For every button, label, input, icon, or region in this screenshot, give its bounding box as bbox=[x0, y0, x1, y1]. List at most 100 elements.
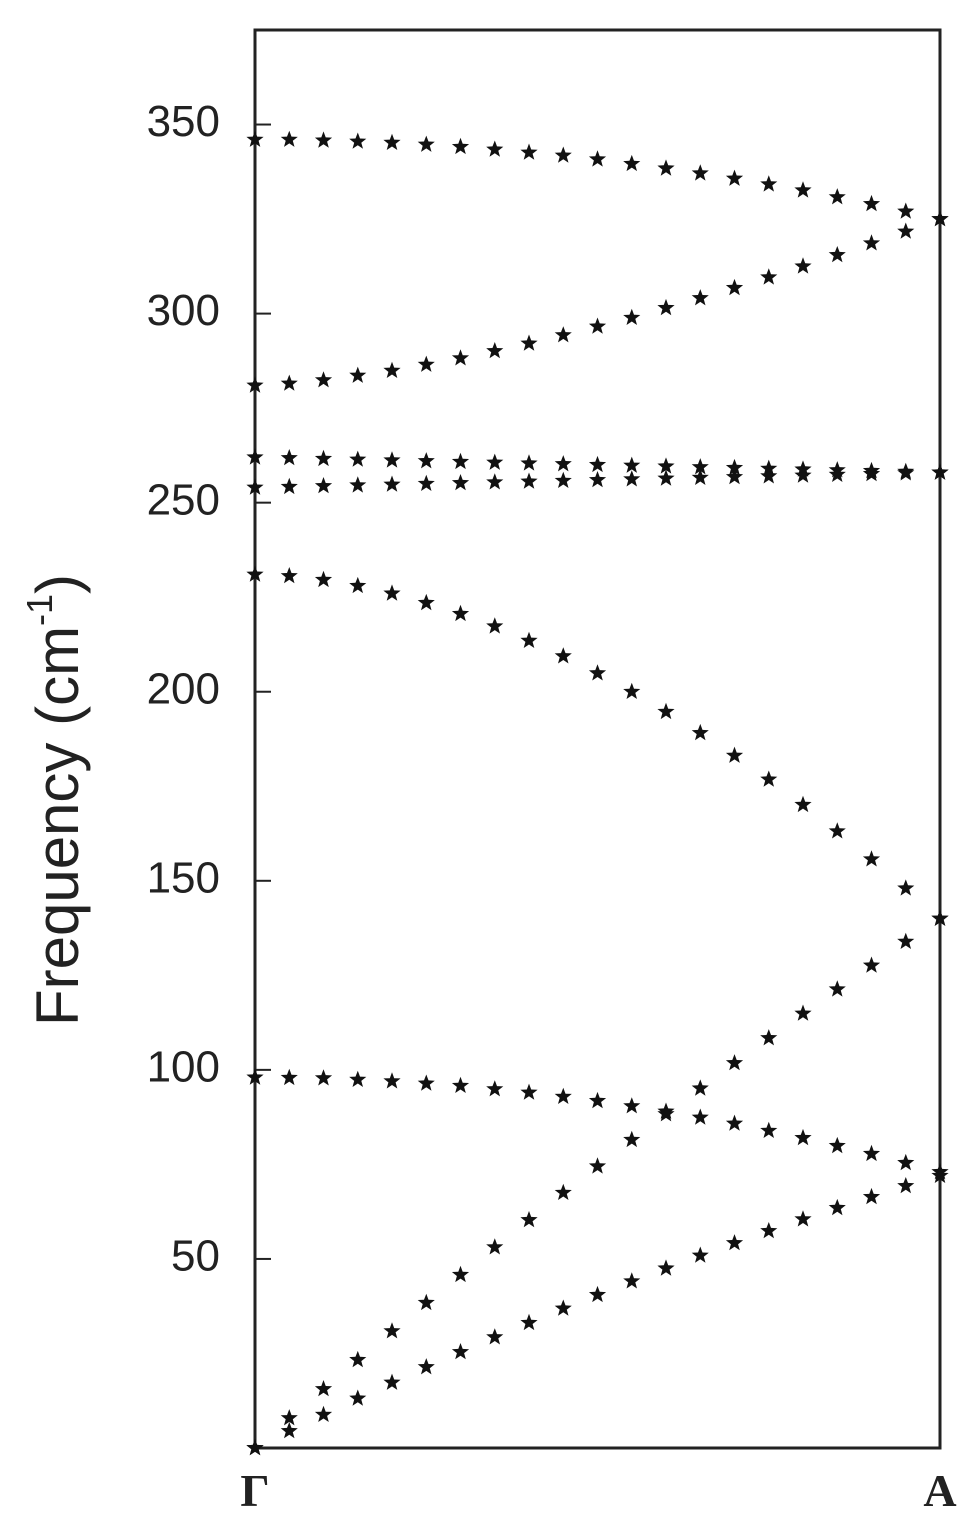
star-point bbox=[554, 647, 572, 664]
star-point bbox=[417, 1074, 435, 1091]
star-point bbox=[657, 1259, 675, 1276]
star-point bbox=[417, 452, 435, 469]
star-point bbox=[486, 1080, 504, 1097]
star-point bbox=[520, 454, 538, 471]
star-point bbox=[794, 795, 812, 813]
star-point bbox=[588, 1285, 607, 1303]
star-point bbox=[451, 474, 470, 491]
star-point bbox=[691, 1079, 709, 1096]
star-point bbox=[657, 1105, 675, 1122]
star-point bbox=[931, 210, 949, 227]
star-point bbox=[931, 1166, 949, 1183]
star-point bbox=[760, 1121, 778, 1138]
star-point bbox=[383, 361, 401, 378]
star-point bbox=[828, 246, 846, 263]
star-point bbox=[383, 133, 401, 150]
star-point bbox=[280, 130, 298, 147]
star-point bbox=[725, 1054, 744, 1071]
star-point bbox=[349, 366, 367, 383]
star-point bbox=[862, 1187, 881, 1205]
star-point bbox=[794, 1128, 812, 1146]
star-point bbox=[417, 593, 435, 611]
star-point bbox=[314, 371, 333, 388]
star-point bbox=[520, 631, 538, 648]
star-point bbox=[760, 1029, 778, 1046]
star-point bbox=[246, 565, 264, 582]
star-point bbox=[280, 477, 298, 495]
star-point bbox=[451, 452, 470, 470]
y-label-text: Frequency (cm bbox=[24, 626, 91, 1026]
star-point bbox=[760, 770, 778, 787]
star-point bbox=[725, 1114, 744, 1131]
star-point bbox=[314, 1405, 333, 1422]
star-point bbox=[760, 467, 778, 484]
star-point bbox=[794, 466, 812, 483]
star-point bbox=[280, 1422, 298, 1439]
star-point bbox=[520, 143, 538, 160]
star-point bbox=[417, 474, 435, 491]
star-point bbox=[862, 464, 881, 482]
star-point bbox=[657, 469, 675, 486]
star-point bbox=[314, 1380, 333, 1397]
star-point bbox=[725, 746, 744, 763]
star-point bbox=[417, 1293, 435, 1311]
star-point bbox=[554, 1299, 572, 1316]
star-point bbox=[246, 1439, 264, 1456]
star-point bbox=[931, 463, 949, 480]
star-point bbox=[657, 702, 675, 720]
y-tick-label: 200 bbox=[147, 664, 220, 713]
star-point bbox=[246, 130, 264, 147]
y-tick-label: 100 bbox=[147, 1042, 220, 1091]
y-tick-label: 350 bbox=[147, 97, 220, 146]
star-point bbox=[828, 188, 846, 205]
star-point bbox=[520, 472, 538, 489]
star-point bbox=[657, 457, 675, 474]
star-point bbox=[588, 317, 607, 334]
star-point bbox=[554, 455, 572, 472]
star-point bbox=[383, 475, 401, 492]
star-point bbox=[383, 451, 401, 468]
star-point bbox=[760, 268, 778, 285]
star-point bbox=[314, 449, 333, 467]
y-label-end: ) bbox=[24, 574, 91, 594]
plot-frame bbox=[253, 28, 942, 1450]
star-point bbox=[246, 478, 264, 495]
star-point bbox=[897, 879, 915, 896]
star-point bbox=[280, 449, 298, 466]
star-point bbox=[760, 1222, 778, 1239]
star-point bbox=[486, 1238, 504, 1255]
star-point bbox=[897, 464, 915, 481]
star-point bbox=[554, 146, 572, 163]
star-point bbox=[383, 1322, 401, 1339]
star-point bbox=[554, 326, 572, 343]
star-point bbox=[691, 723, 709, 741]
star-point bbox=[760, 175, 778, 192]
star-point bbox=[280, 374, 298, 391]
star-point bbox=[862, 1144, 881, 1162]
star-point bbox=[862, 956, 881, 973]
star-point bbox=[451, 604, 470, 622]
star-point bbox=[486, 453, 504, 470]
star-point bbox=[349, 132, 367, 149]
star-point bbox=[451, 137, 470, 155]
star-point bbox=[349, 476, 367, 493]
star-point bbox=[349, 1350, 367, 1368]
star-point bbox=[520, 1313, 538, 1331]
star-point bbox=[486, 342, 504, 359]
star-point bbox=[486, 473, 504, 490]
star-point bbox=[623, 154, 641, 172]
y-tick-label: 50 bbox=[171, 1232, 220, 1281]
star-point bbox=[349, 1389, 367, 1406]
star-point bbox=[657, 298, 675, 316]
star-point bbox=[280, 1409, 298, 1426]
star-point bbox=[520, 1211, 538, 1228]
star-point bbox=[451, 349, 470, 366]
star-point bbox=[828, 1136, 846, 1154]
star-point bbox=[725, 468, 744, 485]
y-tick-label: 300 bbox=[147, 286, 220, 335]
star-point bbox=[280, 1068, 298, 1086]
y-axis-label: Frequency (cm-1) bbox=[19, 574, 91, 1026]
x-tick-label: Γ bbox=[240, 1465, 269, 1516]
star-point bbox=[554, 1183, 572, 1200]
